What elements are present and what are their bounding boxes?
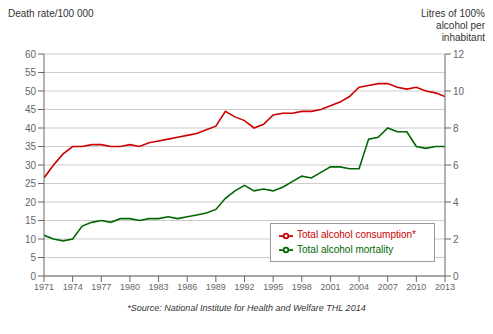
- svg-text:0: 0: [453, 271, 459, 282]
- svg-text:6: 6: [453, 160, 459, 171]
- svg-text:35: 35: [25, 141, 37, 152]
- svg-text:30: 30: [25, 160, 37, 171]
- svg-text:10: 10: [25, 234, 37, 245]
- svg-text:45: 45: [25, 104, 37, 115]
- svg-text:50: 50: [25, 86, 37, 97]
- svg-text:8: 8: [453, 123, 459, 134]
- svg-text:4: 4: [453, 197, 459, 208]
- svg-text:2001: 2001: [320, 282, 340, 292]
- svg-text:2013: 2013: [435, 282, 455, 292]
- svg-text:2007: 2007: [378, 282, 398, 292]
- svg-text:1998: 1998: [292, 282, 312, 292]
- svg-text:20: 20: [25, 197, 37, 208]
- html-text:Litres of 100% alcohol per inh: Litres of 100% alcohol per inhabitant: [421, 8, 485, 43]
- html-text:Total alcohol mortality: Total alcohol mortality: [297, 243, 394, 255]
- svg-text:1980: 1980: [120, 282, 140, 292]
- svg-text:0: 0: [30, 271, 36, 282]
- svg-text:2004: 2004: [349, 282, 369, 292]
- svg-text:2010: 2010: [406, 282, 426, 292]
- svg-text:1989: 1989: [206, 282, 226, 292]
- svg-text:5: 5: [30, 252, 36, 263]
- svg-text:55: 55: [25, 67, 37, 78]
- svg-text:1971: 1971: [34, 282, 54, 292]
- html-text:Total alcohol consumption*: Total alcohol consumption*: [297, 229, 416, 241]
- svg-text:40: 40: [25, 123, 37, 134]
- svg-text:1983: 1983: [149, 282, 169, 292]
- svg-text:10: 10: [453, 86, 465, 97]
- svg-text:15: 15: [25, 215, 37, 226]
- svg-text:1977: 1977: [91, 282, 111, 292]
- svg-text:1995: 1995: [263, 282, 283, 292]
- html-text:*Source: National Institute fo: *Source: National Institute for Health a…: [127, 303, 366, 313]
- svg-text:1974: 1974: [63, 282, 83, 292]
- svg-text:1992: 1992: [234, 282, 254, 292]
- svg-text:12: 12: [453, 49, 465, 60]
- svg-text:60: 60: [25, 49, 37, 60]
- svg-text:25: 25: [25, 178, 37, 189]
- svg-text:1986: 1986: [177, 282, 197, 292]
- svg-text:2: 2: [453, 234, 459, 245]
- html-text:Death rate/100 000: Death rate/100 000: [8, 8, 94, 19]
